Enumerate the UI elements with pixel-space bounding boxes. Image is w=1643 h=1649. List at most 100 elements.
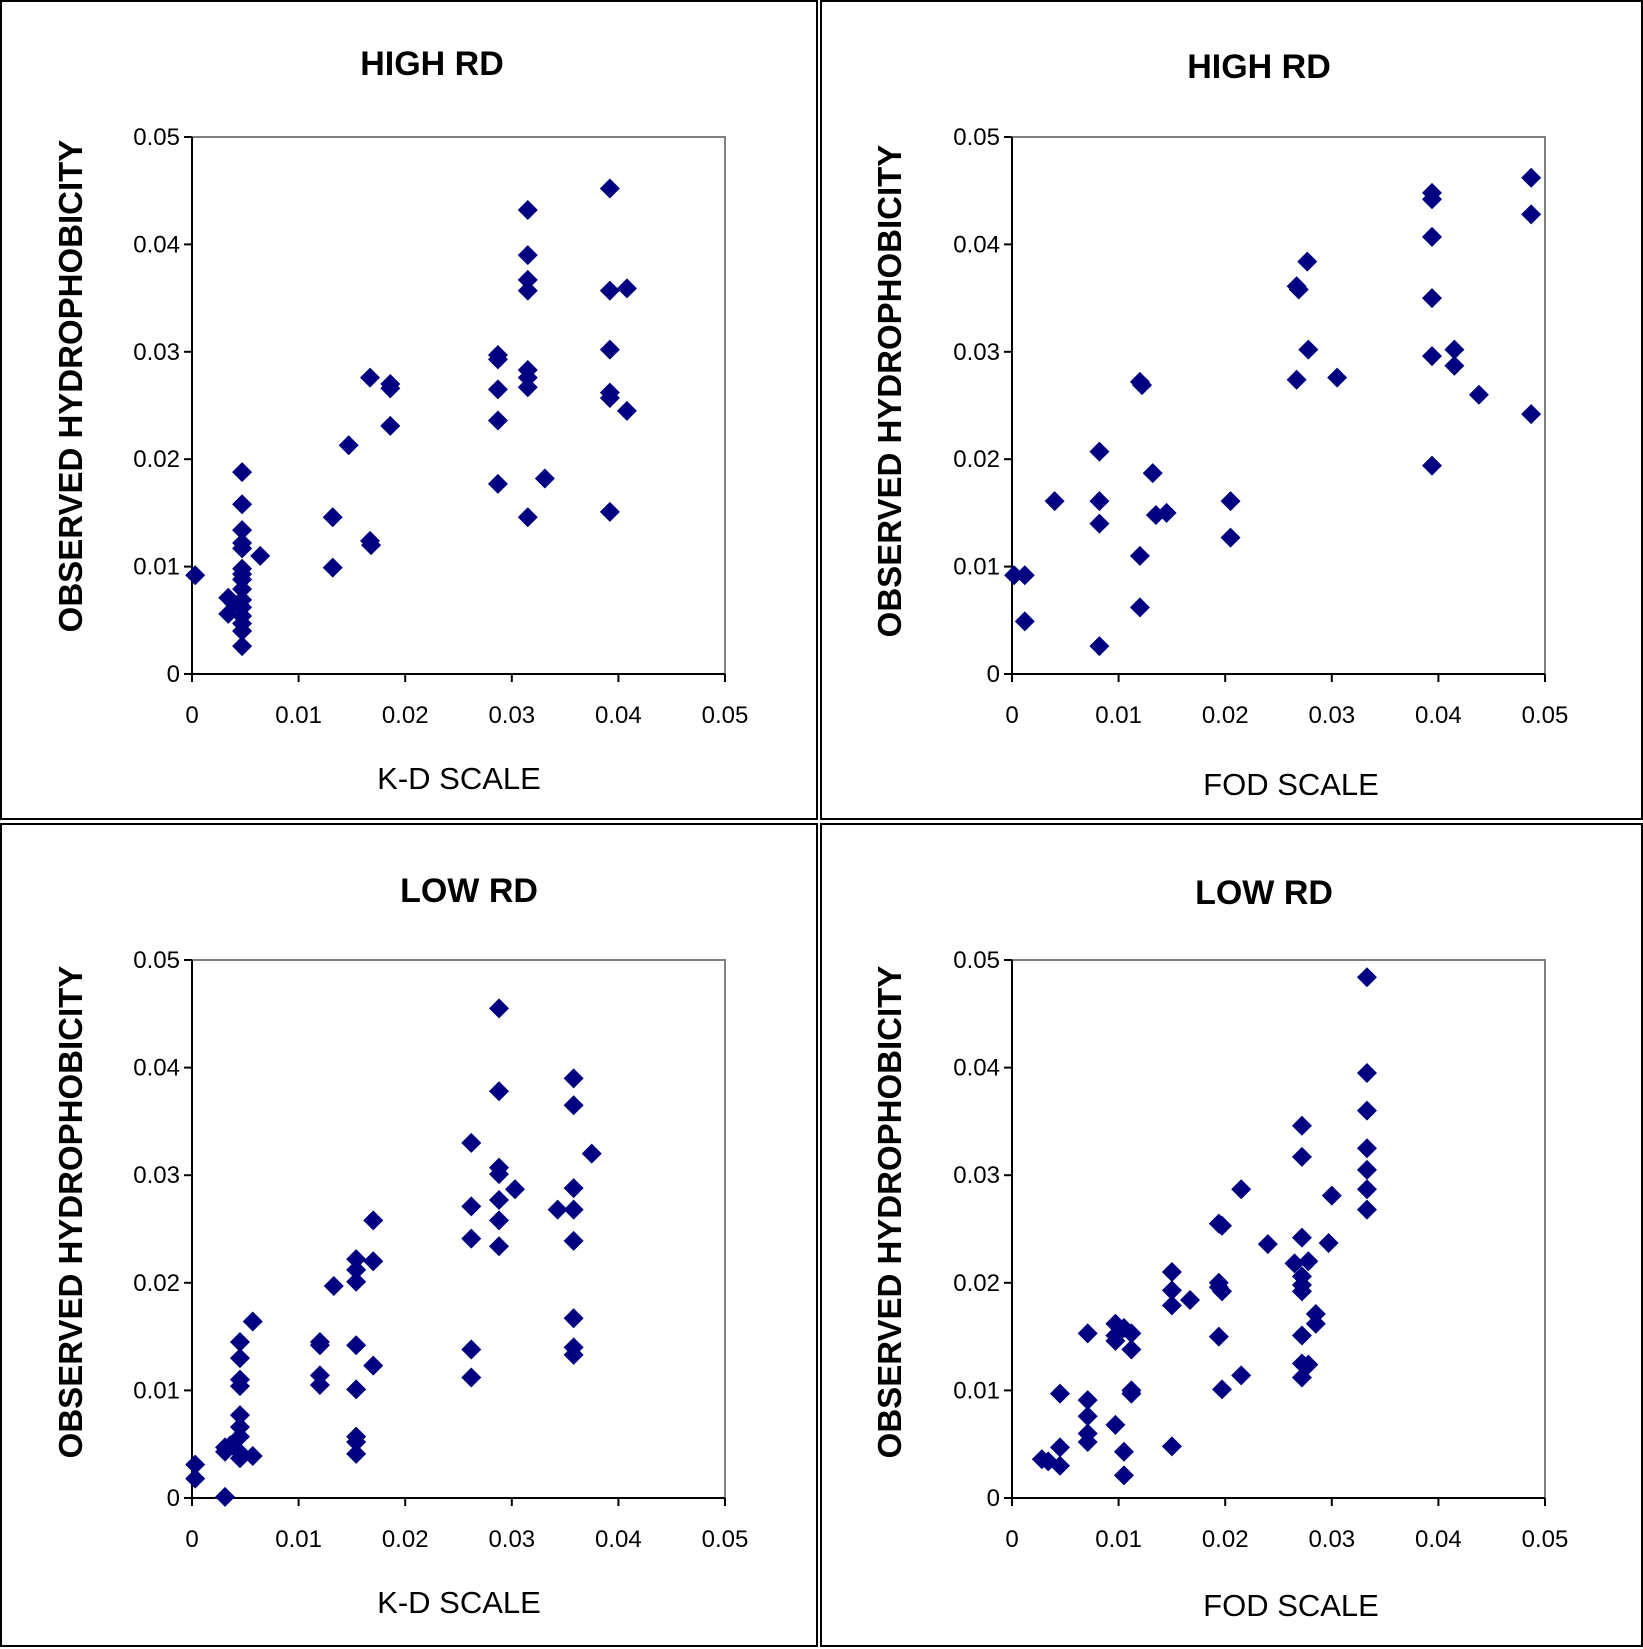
data-point	[517, 377, 538, 398]
data-point	[1113, 1465, 1134, 1486]
data-point	[461, 1196, 482, 1217]
y-tick-label: 0.05	[133, 947, 180, 974]
data-point	[1004, 565, 1025, 586]
data-point	[1356, 1138, 1377, 1159]
data-point	[1212, 1215, 1233, 1236]
data-point	[1049, 1455, 1070, 1476]
chart-svg: LOW RD OBSERVED HYDROPHOBICITY K-D SCALE…	[52, 872, 748, 1620]
data-point	[1145, 505, 1166, 526]
data-point	[1288, 279, 1309, 300]
data-point	[380, 415, 401, 436]
data-point	[599, 178, 620, 199]
data-point	[517, 200, 538, 221]
data-point	[185, 1468, 206, 1489]
data-point	[232, 579, 253, 600]
data-point	[309, 1335, 330, 1356]
data-point	[1089, 491, 1110, 512]
data-point	[1444, 339, 1465, 360]
data-points	[1004, 167, 1542, 657]
x-tick-label: 0.04	[595, 702, 642, 729]
data-point	[232, 621, 253, 642]
y-axis-title: OBSERVED HYDROPHOBICITY	[871, 145, 908, 638]
y-tick-label: 0.01	[953, 554, 1000, 581]
data-point	[1220, 527, 1241, 548]
y-tick-label: 0.01	[133, 1377, 180, 1404]
data-point	[1291, 1115, 1312, 1136]
data-point	[1321, 1185, 1342, 1206]
data-point	[1231, 1365, 1252, 1386]
y-tick-label: 0	[987, 661, 1000, 688]
data-point	[489, 1189, 510, 1210]
data-point	[1077, 1323, 1098, 1344]
data-point	[1286, 369, 1307, 390]
data-point	[242, 1446, 263, 1467]
chart-panel-low-rd-kd: LOW RD OBSERVED HYDROPHOBICITY K-D SCALE…	[0, 823, 818, 1647]
y-tick-label: 0.03	[133, 1162, 180, 1189]
data-point	[229, 1426, 250, 1447]
data-point	[1208, 1326, 1229, 1347]
data-point	[1422, 226, 1443, 247]
data-point	[1422, 455, 1443, 476]
data-point	[361, 535, 382, 556]
data-point	[1356, 1159, 1377, 1180]
data-point	[360, 367, 381, 388]
data-point	[1077, 1390, 1098, 1411]
data-point	[489, 998, 510, 1019]
data-point	[563, 1178, 584, 1199]
data-point	[1212, 1379, 1233, 1400]
x-tick-label: 0.05	[702, 702, 749, 729]
plot-area-frame	[191, 959, 726, 1499]
data-point	[1077, 1432, 1098, 1453]
data-point	[346, 1249, 367, 1270]
data-points	[185, 178, 637, 657]
data-point	[309, 1375, 330, 1396]
data-point	[1444, 355, 1465, 376]
data-point	[487, 349, 508, 370]
data-point	[1129, 597, 1150, 618]
data-point	[599, 280, 620, 301]
data-point	[1038, 1451, 1059, 1472]
data-point	[363, 1210, 384, 1231]
x-tick-label: 0.03	[1308, 1526, 1355, 1553]
data-point	[1468, 384, 1489, 405]
data-point	[1089, 441, 1110, 462]
y-tick-label: 0.02	[953, 1270, 1000, 1297]
data-point	[1291, 1325, 1312, 1346]
chart-panel-low-rd-fod: LOW RD OBSERVED HYDROPHOBICITY FOD SCALE…	[820, 823, 1643, 1647]
x-ticks: 0 0.01 0.02 0.03 0.04 0.05	[185, 674, 748, 729]
y-tick-label: 0.03	[953, 1162, 1000, 1189]
data-point	[1132, 375, 1153, 396]
x-tick-label: 0.03	[1308, 702, 1355, 729]
chart-title: LOW RD	[1195, 874, 1333, 912]
data-point	[517, 280, 538, 301]
x-tick-label: 0.02	[382, 702, 429, 729]
data-point	[461, 1228, 482, 1249]
y-tick-label: 0.05	[133, 124, 180, 151]
data-point	[232, 520, 253, 541]
y-tick-label: 0.03	[953, 339, 1000, 366]
data-point	[1291, 1146, 1312, 1167]
data-point	[346, 1379, 367, 1400]
y-tick-label: 0.05	[953, 124, 1000, 151]
data-point	[215, 1441, 236, 1462]
data-point	[563, 1068, 584, 1089]
y-tick-label: 0.02	[953, 446, 1000, 473]
data-point	[547, 1199, 568, 1220]
x-tick-label: 0.01	[275, 702, 322, 729]
data-point	[229, 1405, 250, 1426]
data-point	[563, 1344, 584, 1365]
x-tick-label: 0.02	[1202, 702, 1249, 729]
y-axis-title: OBSERVED HYDROPHOBICITY	[871, 966, 908, 1459]
x-tick-label: 0.04	[1415, 702, 1462, 729]
data-point	[489, 1081, 510, 1102]
x-tick-label: 0.02	[1202, 1526, 1249, 1553]
data-point	[229, 1376, 250, 1397]
data-point	[1318, 1232, 1339, 1253]
data-point	[1356, 1199, 1377, 1220]
chart-title: HIGH RD	[1187, 48, 1331, 86]
data-point	[229, 1348, 250, 1369]
y-ticks: 0 0.01 0.02 0.03 0.04 0.05	[133, 124, 192, 688]
x-tick-label: 0.01	[1095, 1526, 1142, 1553]
data-points	[185, 998, 602, 1507]
x-tick-label: 0.04	[595, 1526, 642, 1553]
